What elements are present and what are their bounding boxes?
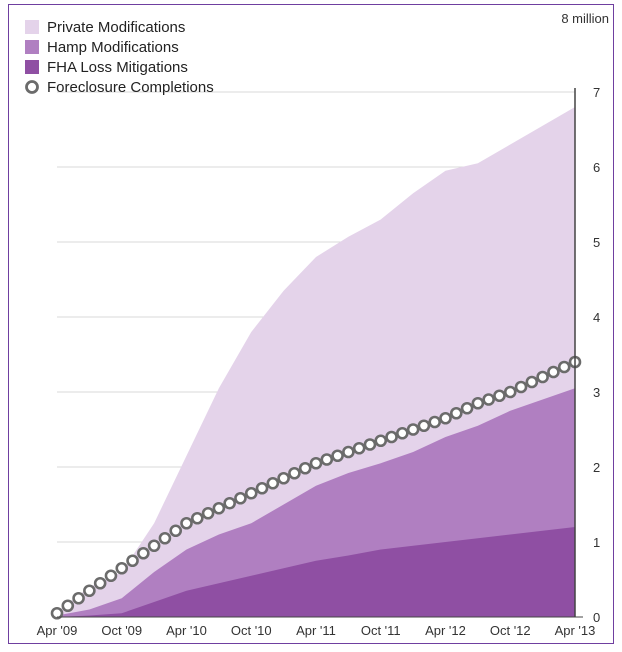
y-tick-label: 5 [593, 235, 600, 250]
foreclosure-marker [72, 591, 85, 605]
y-axis-unit-label: 8 million [561, 11, 609, 26]
foreclosure-marker [147, 539, 161, 553]
area-layer [57, 107, 575, 617]
x-tick-label: Apr '12 [425, 623, 466, 638]
foreclosure-marker [320, 453, 334, 466]
foreclosure-marker [449, 406, 463, 420]
foreclosure-marker [50, 606, 64, 620]
foreclosure-marker [190, 511, 204, 525]
foreclosure-marker [212, 501, 226, 515]
foreclosure-marker [439, 411, 452, 425]
foreclosure-marker [536, 370, 549, 384]
foreclosure-marker [471, 396, 485, 410]
foreclosure-marker [503, 385, 517, 399]
foreclosure-marker [385, 430, 398, 444]
legend-label: Private Modifications [47, 19, 185, 36]
foreclosure-marker [396, 426, 409, 440]
foreclosure-marker [406, 423, 420, 436]
foreclosure-marker [115, 561, 129, 575]
foreclosure-marker [417, 419, 431, 433]
x-tick-label: Apr '09 [37, 623, 78, 638]
x-tick-label: Apr '11 [296, 623, 336, 638]
y-tick-label: 3 [593, 385, 600, 400]
legend-item: FHA Loss Mitigations [25, 59, 188, 76]
x-tick-label: Oct '11 [361, 623, 401, 638]
legend: Private Modifications Hamp Modifications F… [25, 19, 214, 96]
x-tick-label: Oct '10 [231, 623, 272, 638]
foreclosure-marker [428, 415, 442, 429]
foreclosure-marker [169, 524, 183, 538]
legend-label: FHA Loss Mitigations [47, 59, 188, 76]
foreclosure-marker [309, 456, 323, 470]
foreclosure-marker [331, 449, 344, 463]
foreclosure-marker [493, 389, 506, 403]
foreclosure-marker [223, 496, 236, 510]
foreclosure-marker [557, 360, 571, 374]
chart-svg: 0 1 2 3 4 5 6 7 Apr '09 Oct '09 Apr '10 Oct '10 Apr … [25, 11, 609, 638]
foreclosure-marker [363, 438, 377, 451]
legend-label: Hamp Modifications [47, 39, 179, 56]
y-tick-label: 2 [593, 460, 600, 475]
x-tick-label: Oct '12 [490, 623, 531, 638]
foreclosure-marker [201, 506, 215, 520]
legend-item: Private Modifications [25, 19, 185, 36]
legend-marker [25, 80, 39, 94]
foreclosure-marker [374, 434, 388, 448]
y-tick-label: 4 [593, 310, 600, 325]
foreclosure-marker [352, 441, 366, 455]
foreclosure-marker [277, 471, 290, 485]
foreclosure-marker [342, 445, 355, 459]
y-tick-label: 0 [593, 610, 600, 625]
foreclosure-marker [547, 365, 560, 379]
y-tick-label: 7 [593, 85, 600, 100]
legend-item: Foreclosure Completions [25, 79, 214, 96]
x-tick-label: Apr '10 [166, 623, 207, 638]
y-tick-label: 1 [593, 535, 600, 550]
legend-swatch [25, 20, 39, 34]
foreclosure-marker [525, 375, 539, 389]
area-fha-loss-mitigations [57, 527, 575, 617]
foreclosure-marker [93, 576, 107, 590]
y-tick-label: 6 [593, 160, 600, 175]
x-tick-label: Apr '13 [555, 623, 596, 638]
foreclosure-marker [266, 476, 280, 490]
foreclosure-marker [255, 481, 269, 495]
foreclosure-marker [61, 599, 75, 613]
legend-label: Foreclosure Completions [47, 79, 214, 96]
chart-frame: 0 1 2 3 4 5 6 7 Apr '09 Oct '09 Apr '10 Oct '10 Apr … [8, 4, 614, 644]
x-tick-label: Oct '09 [101, 623, 142, 638]
foreclosure-marker [234, 491, 247, 505]
legend-item: Hamp Modifications [25, 39, 179, 56]
foreclosure-line-layer [50, 355, 582, 620]
foreclosure-marker [298, 461, 312, 475]
foreclosure-marker [180, 516, 193, 530]
foreclosure-marker [514, 380, 528, 394]
foreclosure-marker [244, 486, 258, 500]
foreclosure-marker [83, 584, 96, 598]
foreclosure-marker [126, 554, 139, 568]
foreclosure-marker [460, 401, 474, 415]
foreclosure-marker [482, 393, 495, 406]
foreclosure-marker [288, 466, 301, 480]
foreclosure-marker [104, 569, 118, 583]
axis-layer: 0 1 2 3 4 5 6 7 Apr '09 Oct '09 Apr '10 Oct '10 Apr … [37, 85, 601, 638]
foreclosure-marker [137, 546, 150, 560]
legend-swatch [25, 40, 39, 54]
legend-swatch [25, 60, 39, 74]
foreclosure-marker [158, 531, 172, 545]
